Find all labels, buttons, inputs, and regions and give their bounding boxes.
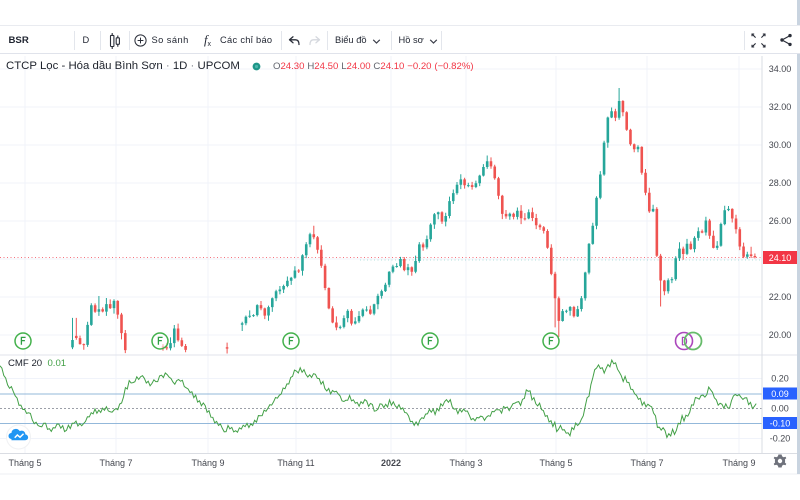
svg-text:32.00: 32.00 (769, 102, 792, 112)
svg-text:Tháng 11: Tháng 11 (277, 458, 314, 468)
svg-text:Tháng 5: Tháng 5 (8, 458, 41, 468)
svg-text:20.00: 20.00 (769, 330, 792, 340)
svg-text:Tháng 7: Tháng 7 (630, 458, 663, 468)
svg-text:26.00: 26.00 (769, 216, 792, 226)
svg-text:24.10: 24.10 (769, 253, 792, 263)
svg-text:0.09: 0.09 (771, 389, 789, 399)
svg-text:Tháng 9: Tháng 9 (722, 458, 755, 468)
svg-text:34.00: 34.00 (769, 64, 792, 74)
svg-text:30.00: 30.00 (769, 140, 792, 150)
svg-text:-0.20: -0.20 (770, 434, 791, 444)
svg-text:Tháng 3: Tháng 3 (449, 458, 482, 468)
svg-text:28.00: 28.00 (769, 178, 792, 188)
svg-text:22.00: 22.00 (769, 292, 792, 302)
svg-text:0.00: 0.00 (771, 404, 789, 414)
svg-text:0.20: 0.20 (771, 374, 789, 384)
svg-text:-0.10: -0.10 (770, 418, 791, 428)
svg-text:Tháng 7: Tháng 7 (99, 458, 132, 468)
svg-text:Tháng 5: Tháng 5 (539, 458, 572, 468)
svg-text:2022: 2022 (381, 458, 401, 468)
svg-text:Tháng 9: Tháng 9 (191, 458, 224, 468)
